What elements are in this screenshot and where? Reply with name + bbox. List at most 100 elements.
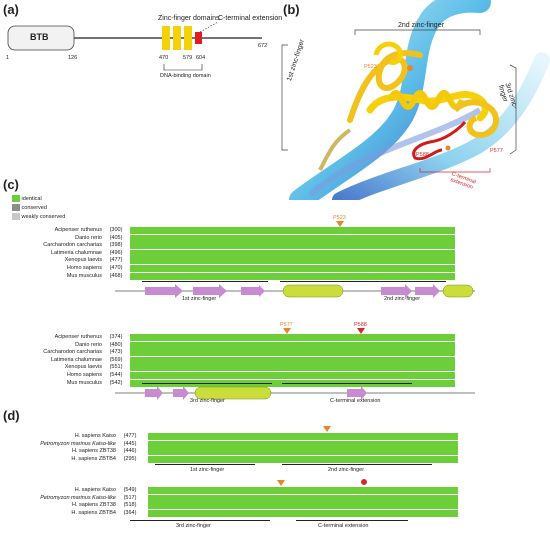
alignment-sequence: --DTGKVMCKVFNKCEHSKGCVTSPCRRYTHSLLSHSPGA… [148, 448, 458, 456]
pos-470: 470 [159, 55, 169, 61]
alignment-start-position: (542) [109, 379, 123, 386]
zf3-ribbon [452, 99, 500, 139]
alignment-start-position: (480) [109, 341, 123, 348]
alignment-start-position: (496) [109, 249, 123, 256]
alignment-sequence: H-NKKRMKKDDHYELIVDGRVYYICIVCKRSYVCLTSLRR… [130, 249, 455, 257]
c-p577-label: P577 [280, 322, 293, 328]
alignment-start-position: (477) [109, 257, 123, 264]
c-ct-label: C-terminal extension [330, 398, 381, 404]
c-terminal-extension-label: C-terminal extension [218, 15, 283, 22]
d-zf1-label: 1st zinc-finger [190, 467, 225, 473]
alignment-species-name: Carcharodon carcharias [43, 349, 102, 356]
alignment-start-position: (470) [109, 265, 123, 271]
c-p523-label: P523 [333, 215, 346, 221]
helix-ribbon [387, 90, 465, 110]
c-secondary-structure-1 [115, 284, 475, 298]
b-zf2-label: 2nd zinc-finger [398, 22, 444, 29]
alignment-species-name: H. sapiens ZBT38 [71, 502, 116, 509]
alignment-start-position: (405) [109, 234, 123, 241]
alignment-sequence: HTGERRYQCLTCGEYFINYQVLSSHSKSVHKTNGKSSAAE… [130, 349, 455, 357]
c-p588-arrow [357, 328, 365, 334]
alignment-sequence: HTGERRYQCLTCGEYFINYQVMRSHSKSVHTQDPFSG--D… [130, 356, 455, 364]
d-zf2-label: 2nd zinc-finger [328, 467, 365, 473]
c-secondary-structure-2 [115, 386, 475, 400]
alignment-species-name: Xenopus laevis [64, 364, 102, 371]
zinc-finger-domains-label: Zinc-finger domains [158, 15, 220, 22]
legend-identical: identical [12, 195, 65, 204]
panel-a-label: (a) [3, 2, 19, 17]
zinc-finger-2 [173, 26, 181, 50]
btb-domain [7, 25, 75, 51]
alignment-start-position: (295) [123, 455, 137, 462]
alignment-sequence: RYECGVLKSTFSFYLLNHTRGAHKSTFGLSPTLGAPDKTP… [148, 509, 458, 517]
c-zf2-label: 2nd zinc-finger [384, 296, 421, 302]
alignment-species-name: Mus musculus [66, 379, 102, 386]
dna-binding-domain-label: DNA-binding domain [160, 73, 211, 79]
ct-pointer [199, 21, 219, 33]
c-p588-label: P588 [354, 322, 367, 328]
alignment-species-name: H. sapiens Kaiso [74, 433, 116, 439]
alignment-species-name: Mus musculus [66, 272, 102, 279]
pos-604: 604 [196, 55, 206, 61]
b-p588: P588 [416, 152, 429, 158]
alignment-sequence: RYCGIFCSEAFTLFYHLLKHHTVHKSVHPLSGLAETFPNG… [148, 502, 458, 510]
b-p577: P577 [490, 148, 503, 154]
alignment-species-name: Petromyzon marinus Kaiso-like [40, 440, 116, 447]
alignment-sequence: KVKDDHYELIVDGRVYYICIVCKRSYVCLTSLRRHFNHSW… [148, 433, 458, 440]
alignment-sequence: PSLSPDKYAKYVGDQLLFHGRVCEHEYVTELLRRHSPNRH… [148, 440, 458, 448]
c-p577-arrow [283, 328, 291, 334]
alignment-sequence: EE-FNKKRMKKDDHYELIVDGRVYYICIVCKRSYVCLTSL… [130, 272, 455, 280]
alignment-start-position: (569) [109, 356, 123, 363]
zinc-finger-1 [162, 26, 170, 50]
legend-conserved: conserved [12, 204, 65, 213]
alignment-sequence: S-KSKKIIKRRDDHYELIHDGRFYVCIVCRKSYVCLTSLR… [130, 234, 455, 242]
alignment-species-name: Latimeria chalumnae [50, 249, 102, 256]
c-p523-arrow [336, 221, 344, 227]
alignment-sequence: LE-NKKRMKKDDHYELIVDGRVYYICIVCKRSYVCLTSLR… [130, 257, 455, 265]
alignment-species-name: H. sapiens ZBTB4 [71, 509, 116, 516]
alignment-species-name: Danio rerio [75, 234, 102, 241]
alignment-start-position: (468) [109, 272, 123, 279]
domain-diagram [7, 21, 262, 71]
alignment-sequence: HTGERRYQCLACGEQFINYQVMRSHSKSVHQTNGKSSG--… [130, 364, 455, 372]
zf1-ribbon [347, 50, 423, 123]
alignment-sequence: SP-SKKIIHRKDDHYELIHDGRFYVCIVCRKSYVCLTSLR… [130, 227, 455, 234]
alignment-start-position: (518) [123, 502, 137, 509]
pos-579: 579 [183, 55, 193, 61]
alignment-start-position: (374) [109, 334, 123, 340]
structure-image [281, 0, 550, 200]
zinc-finger-3 [184, 26, 192, 50]
alignment-sequence: RYQCIFCSEAFTLKYHTRSHVNHVSTFTGSGPSYLTVAGD… [148, 494, 458, 502]
alignment-start-position: (364) [123, 509, 137, 516]
dbd-bracket [163, 64, 203, 71]
alignment-start-position: (551) [109, 364, 123, 371]
panel-c-label: (c) [3, 177, 19, 192]
c-zf1-label: 1st zinc-finger [182, 296, 217, 302]
alignment-sequence: HTGERRYQCLLNEFYINYQVLSSHSKSVHMQDPFSGKKKK… [130, 341, 455, 349]
d-p577-arrow [277, 480, 285, 486]
alignment-sequence: KM-ANKKRMKKDDHYELIVDGRVYYICIVCKRSYVCLTSL… [130, 265, 455, 272]
alignment-sequence: RYQCLACGKEFINYQVMSSHIKSVHSQDPSG----DSKLY… [148, 487, 458, 494]
alignment-species-name: Danio rerio [75, 341, 102, 348]
b-p523: P523 [364, 64, 377, 70]
alignment-start-position: (544) [109, 372, 123, 378]
alignment-start-position: (477) [123, 433, 137, 439]
panel-b-label: (b) [283, 2, 300, 17]
pos-1: 1 [6, 55, 10, 61]
pos-126: 126 [68, 55, 78, 61]
alignment-start-position: (300) [109, 227, 123, 233]
alignment-sequence: HTGERRYQCLLCEEYFINYQVLSSHSKSVHMQDPFSGKKK… [130, 334, 455, 341]
d-p588-marker [361, 479, 367, 485]
c-terminal-extension [195, 32, 202, 44]
legend: identical conserved weakly conserved [12, 195, 65, 222]
dna-strand-2 [332, 52, 550, 200]
ct-ribbon [412, 120, 467, 161]
alignment-start-position: (517) [123, 494, 137, 501]
alignment-start-position: (398) [109, 242, 123, 249]
d-zf3-label: 3rd zinc-finger [176, 523, 211, 529]
alignment-start-position: (445) [123, 440, 137, 447]
d-ct-label: C-terminal extension [318, 523, 369, 529]
alignment-sequence: ---EPHLEQVPLEDTNGLRFCHVCGGEMEMVVTGSLFKRW… [148, 455, 458, 463]
pos-672: 672 [258, 43, 268, 49]
c-zf3-label: 3rd zinc-finger [190, 398, 225, 404]
